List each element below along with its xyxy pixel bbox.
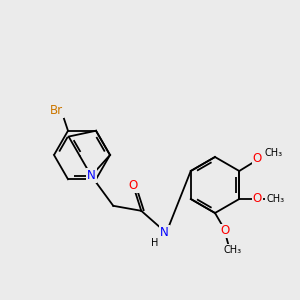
Text: CH₃: CH₃ — [264, 148, 282, 158]
Text: CH₃: CH₃ — [224, 245, 242, 255]
Text: O: O — [129, 179, 138, 192]
Text: Br: Br — [50, 104, 63, 117]
Text: O: O — [220, 224, 230, 238]
Text: N: N — [87, 169, 96, 182]
Text: O: O — [253, 193, 262, 206]
Text: O: O — [253, 152, 262, 166]
Text: H: H — [151, 238, 158, 248]
Text: CH₃: CH₃ — [266, 194, 284, 204]
Text: N: N — [160, 226, 169, 239]
